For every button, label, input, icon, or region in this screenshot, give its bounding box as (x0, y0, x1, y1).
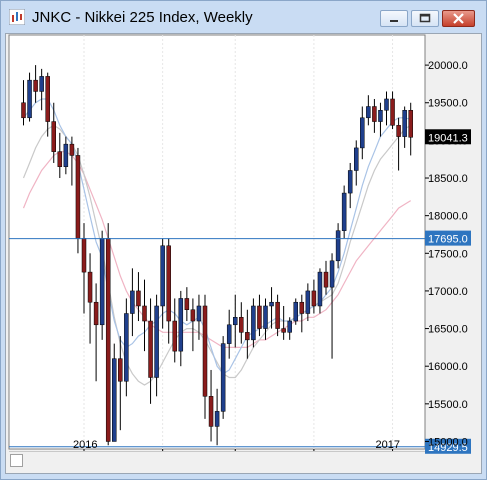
price-level-badge (425, 438, 471, 454)
candle-up (293, 301, 298, 322)
candle-up (360, 117, 365, 149)
candle-down (118, 358, 123, 382)
price-level-badge (425, 230, 471, 246)
candle-down (69, 143, 75, 156)
candle-up (214, 411, 220, 427)
chart-app-icon (9, 9, 25, 25)
y-tick-label: 19500.0 (428, 98, 468, 110)
candle-down (323, 271, 329, 288)
y-tick-label: 18000.0 (428, 211, 468, 223)
candle-down (172, 320, 177, 352)
maximize-button[interactable] (411, 10, 439, 27)
candle-down (390, 98, 395, 126)
price-level-label: 17695.0 (428, 234, 468, 246)
last-price-badge (425, 129, 471, 145)
candle-down (372, 106, 377, 122)
y-tick-label: 15500.0 (428, 399, 468, 411)
candle-up (124, 313, 129, 382)
candle-up (196, 305, 202, 322)
candle-up (220, 343, 226, 412)
candle-down (166, 245, 171, 322)
y-tick-label: 15000.0 (428, 436, 468, 448)
candle-up (112, 358, 117, 442)
horizontal-scrollbar[interactable] (9, 451, 425, 469)
y-tick-label: 16000.0 (428, 361, 468, 373)
candle-down (275, 301, 280, 329)
y-tick-label: 17000.0 (428, 286, 468, 298)
candle-up (160, 245, 165, 307)
candle-up (130, 290, 135, 314)
candle-up (317, 271, 323, 307)
scrollbar-thumb[interactable] (10, 454, 23, 467)
price-level-label: 14929.5 (428, 442, 468, 454)
candle-up (287, 320, 292, 333)
candle-down (87, 271, 93, 303)
candle-down (21, 102, 26, 119)
candle-up (233, 317, 238, 326)
candle-down (408, 110, 413, 138)
candle-up (99, 237, 105, 326)
maximize-icon (419, 13, 431, 23)
minimize-icon (390, 20, 398, 22)
window-title: JNKC - Nikkei 225 Index, Weekly (32, 9, 253, 26)
candle-up (27, 79, 32, 119)
candle-up (347, 170, 353, 194)
candle-down (75, 155, 81, 239)
title-bar[interactable]: JNKC - Nikkei 225 Index, Weekly (1, 1, 486, 31)
candle-down (136, 290, 141, 307)
candle-down (148, 320, 153, 378)
year-label: 2016 (73, 439, 97, 451)
candle-down (33, 79, 38, 92)
candle-up (226, 324, 232, 344)
candle-down (311, 290, 317, 307)
candle-down (257, 305, 262, 329)
moving-average-mid (22, 124, 412, 386)
candle-down (239, 317, 244, 333)
candle-down (45, 76, 50, 122)
last-price-label: 19041.3 (428, 132, 468, 144)
candle-up (402, 110, 407, 137)
y-tick-label: 16500.0 (428, 324, 468, 336)
candle-up (251, 305, 256, 341)
candle-up (269, 301, 274, 307)
candle-up (366, 106, 371, 119)
minimize-button[interactable] (380, 10, 408, 27)
candle-down (51, 121, 56, 152)
candle-down (105, 237, 111, 442)
y-tick-label: 17500.0 (428, 248, 468, 260)
candle-down (93, 301, 99, 326)
candle-down (208, 396, 214, 427)
candle-up (341, 192, 347, 231)
close-icon (453, 13, 464, 24)
candle-up (63, 143, 69, 167)
price-chart[interactable]: 17695.0 14929.5 15000.0 15500.0 16000.0 1650… (4, 32, 481, 468)
candle-down (184, 298, 190, 310)
candle-up (329, 260, 335, 288)
candle-up (378, 110, 383, 122)
close-button[interactable] (442, 10, 475, 27)
candle-down (142, 305, 147, 322)
candle-up (335, 230, 341, 262)
year-label: 2017 (376, 439, 400, 451)
candle-down (57, 151, 63, 167)
candle-up (305, 290, 311, 314)
candle-up (39, 76, 44, 92)
plot-area (8, 34, 426, 450)
candle-up (263, 305, 268, 329)
moving-average-slow (22, 151, 412, 348)
candle-down (281, 328, 286, 333)
candle-down (245, 332, 250, 341)
candle-up (178, 298, 184, 352)
candle-up (354, 147, 359, 171)
y-tick-label: 20000.0 (428, 60, 468, 72)
candle-down (299, 301, 305, 314)
candle-down (81, 237, 87, 273)
y-tick-label: 18500.0 (428, 173, 468, 185)
candle-down (190, 309, 196, 322)
moving-average-fast (23, 98, 411, 375)
candle-down (396, 125, 401, 137)
candle-down (202, 305, 208, 397)
candle-up (384, 98, 389, 111)
candle-up (154, 305, 159, 378)
